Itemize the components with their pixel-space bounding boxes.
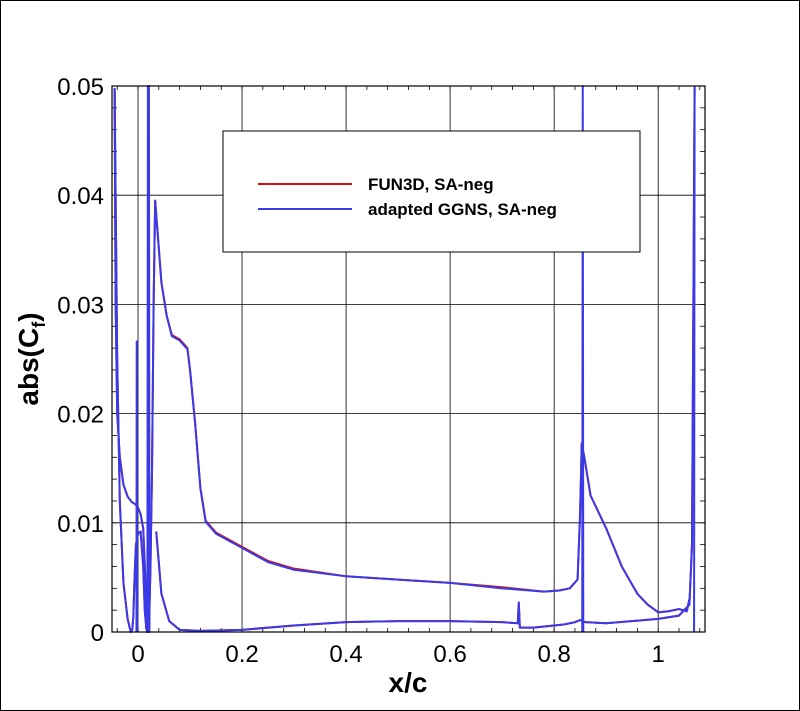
y-tick-label: 0 (91, 620, 104, 647)
y-tick-label: 0.05 (57, 74, 104, 101)
y-tick-labels: 0 0.01 0.02 0.03 0.04 0.05 (57, 74, 104, 647)
x-tick-labels: 0 0.2 0.4 0.6 0.8 1 (131, 641, 665, 668)
series-line (113, 88, 691, 633)
y-axis-title: abs(Cf) (13, 312, 49, 405)
legend-label-fun3d: FUN3D, SA-neg (368, 175, 494, 194)
y-axis-title-sub: f (29, 321, 49, 328)
legend-box (222, 130, 641, 253)
y-axis-title-base: abs(C (13, 328, 44, 406)
series-line (135, 340, 138, 633)
minor-ticks (112, 86, 705, 632)
x-tick-label: 0.8 (537, 641, 570, 668)
x-tick-label: 0.2 (225, 641, 258, 668)
x-axis-title: x/c (389, 667, 428, 698)
y-axis-title-close: ) (13, 312, 44, 321)
y-tick-label: 0.03 (57, 292, 104, 319)
y-tick-label: 0.02 (57, 402, 104, 429)
y-tick-label: 0.01 (57, 511, 104, 538)
x-tick-label: 0.4 (329, 641, 362, 668)
series-line (155, 88, 696, 632)
series-line (146, 85, 151, 633)
legend-label-ggns: adapted GGNS, SA-neg (368, 200, 557, 219)
plot-frame (111, 85, 706, 633)
x-tick-label: 0.6 (433, 641, 466, 668)
y-tick-label: 0.04 (57, 183, 104, 210)
legend: FUN3D, SA-neg adapted GGNS, SA-neg (222, 130, 641, 253)
x-tick-label: 1 (652, 641, 665, 668)
series-line (113, 90, 150, 633)
x-tick-label: 0 (131, 641, 144, 668)
series-line (693, 85, 696, 633)
